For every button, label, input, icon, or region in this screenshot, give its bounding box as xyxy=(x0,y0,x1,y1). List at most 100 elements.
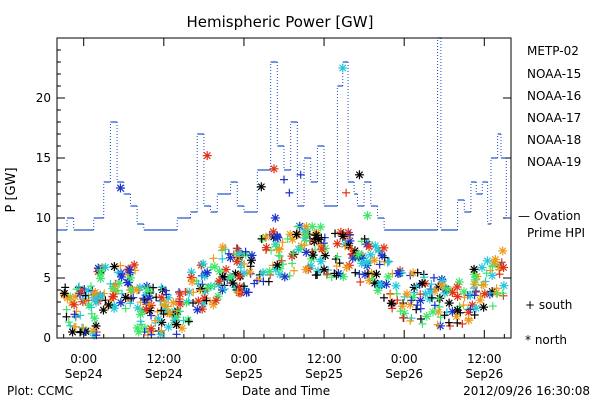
point-north xyxy=(490,257,500,267)
point-south xyxy=(420,273,429,282)
point-north xyxy=(68,327,78,337)
point-south xyxy=(289,249,298,258)
point-south xyxy=(444,318,453,327)
point-south xyxy=(278,238,287,247)
point-south xyxy=(316,255,325,264)
point-north xyxy=(319,265,329,275)
point-north xyxy=(192,305,202,315)
point-north xyxy=(69,300,79,310)
y-tick-label: 20 xyxy=(36,91,51,105)
point-north xyxy=(135,309,145,319)
point-north xyxy=(175,299,185,309)
point-south xyxy=(285,188,294,197)
point-north xyxy=(235,248,245,258)
point-south xyxy=(311,271,320,280)
point-north xyxy=(451,312,461,322)
point-north xyxy=(258,268,268,278)
point-north xyxy=(269,164,279,174)
point-north xyxy=(354,170,364,180)
point-south xyxy=(418,319,427,328)
point-north xyxy=(338,63,348,73)
point-north xyxy=(210,262,220,272)
point-south xyxy=(429,273,438,282)
point-north xyxy=(480,289,490,299)
point-north xyxy=(308,250,318,260)
point-south xyxy=(111,280,120,289)
point-south xyxy=(495,270,504,279)
point-north xyxy=(76,285,86,295)
point-north xyxy=(270,213,280,223)
point-south xyxy=(488,302,497,311)
point-north xyxy=(96,291,106,301)
point-north xyxy=(245,267,255,277)
point-south xyxy=(172,330,181,339)
point-south xyxy=(342,188,351,197)
y-tick-label: 15 xyxy=(36,151,51,165)
point-south xyxy=(147,311,156,320)
point-north xyxy=(91,321,101,331)
point-south xyxy=(283,234,292,243)
point-north xyxy=(199,293,209,303)
point-north xyxy=(247,250,257,260)
y-tick-label: 0 xyxy=(43,331,51,345)
point-south xyxy=(264,277,273,286)
point-north xyxy=(183,315,193,325)
point-south xyxy=(181,287,190,296)
point-south xyxy=(129,293,138,302)
point-south xyxy=(345,230,354,239)
point-south xyxy=(368,274,377,283)
point-south xyxy=(250,279,259,288)
point-south xyxy=(435,302,444,311)
point-north xyxy=(265,266,275,276)
point-south xyxy=(147,330,156,339)
point-north xyxy=(280,272,290,282)
point-south xyxy=(333,252,342,261)
point-south xyxy=(70,310,79,319)
point-south xyxy=(176,307,185,316)
point-north xyxy=(59,288,69,298)
point-south xyxy=(460,293,469,302)
point-south xyxy=(189,298,198,307)
point-north xyxy=(471,303,481,313)
point-north xyxy=(338,272,348,282)
legend-entry-noaa-19: NOAA-19 xyxy=(527,155,581,169)
point-south xyxy=(440,311,449,320)
y-axis-label: P [GW] xyxy=(4,167,19,212)
point-south xyxy=(153,307,162,316)
point-north xyxy=(171,320,181,330)
point-south xyxy=(399,313,408,322)
point-north xyxy=(435,293,445,303)
point-north xyxy=(287,251,297,261)
point-south xyxy=(458,319,467,328)
point-north xyxy=(177,323,187,333)
point-north xyxy=(96,274,106,284)
legend-ovation-1: — Ovation xyxy=(518,209,581,223)
axis-ticks: 051015200:00Sep2412:00Sep240:00Sep2512:0… xyxy=(36,38,511,381)
ovation-prime-line xyxy=(57,37,511,231)
point-north xyxy=(386,298,396,308)
point-south xyxy=(280,175,288,184)
point-south xyxy=(126,299,135,308)
point-south xyxy=(347,244,356,253)
chart-title: Hemispheric Power [GW] xyxy=(187,13,374,31)
point-north xyxy=(487,271,497,281)
point-south xyxy=(79,323,88,332)
point-north xyxy=(218,242,228,252)
point-south xyxy=(194,279,203,288)
legend-entry-metp-02: METP-02 xyxy=(527,44,579,58)
point-south xyxy=(412,305,421,314)
point-south xyxy=(465,290,474,299)
point-south xyxy=(341,242,350,251)
point-north xyxy=(343,227,353,237)
point-north xyxy=(301,247,311,257)
point-south xyxy=(76,311,85,320)
point-north xyxy=(452,282,462,292)
point-south xyxy=(433,320,442,329)
point-south xyxy=(189,288,198,297)
point-north xyxy=(371,269,381,279)
point-south xyxy=(413,268,422,277)
point-north xyxy=(383,272,393,282)
legend-entry-noaa-16: NOAA-16 xyxy=(527,89,581,103)
point-north xyxy=(357,258,367,268)
point-north xyxy=(261,232,271,242)
